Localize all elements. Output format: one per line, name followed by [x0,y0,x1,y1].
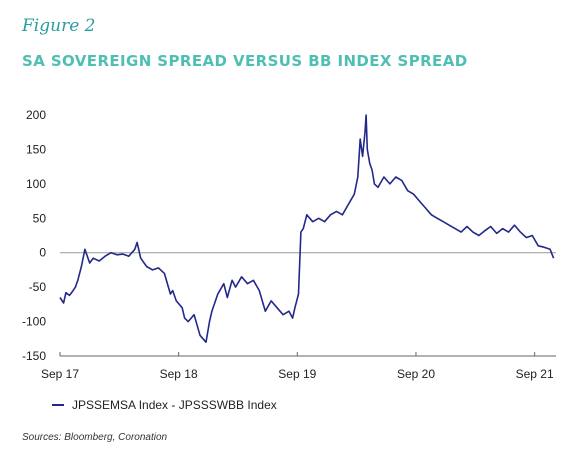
y-tick-label: 50 [33,211,47,225]
x-tick-label: Sep 20 [397,367,435,381]
y-tick-label: 0 [39,246,46,260]
figure-label: Figure 2 [22,16,96,36]
x-tick-label: Sep 19 [278,367,316,381]
legend-swatch [52,404,64,406]
y-tick-label: -50 [29,280,47,294]
legend: JPSSEMSA Index - JPSSSWBB Index [52,398,277,412]
y-tick-labels: 200 150 100 50 0 -50 -100 -150 [22,108,46,363]
y-tick-label: 200 [26,108,46,122]
y-tick-label: 100 [26,177,46,191]
y-tick-label: -100 [22,315,46,329]
x-tick-label: Sep 17 [41,367,79,381]
x-tick-label: Sep 18 [160,367,198,381]
legend-label: JPSSEMSA Index - JPSSSWBB Index [72,398,277,412]
x-tick-label: Sep 21 [516,367,554,381]
y-tick-label: -150 [22,349,46,363]
x-tick-labels: Sep 17 Sep 18 Sep 19 Sep 20 Sep 21 [41,352,554,381]
series-lines [59,114,555,344]
chart-title: SA SOVEREIGN SPREAD VERSUS BB INDEX SPRE… [22,52,468,70]
y-tick-label: 150 [26,142,46,156]
series-line [59,114,555,344]
source-note: Sources: Bloomberg, Coronation [22,432,168,443]
